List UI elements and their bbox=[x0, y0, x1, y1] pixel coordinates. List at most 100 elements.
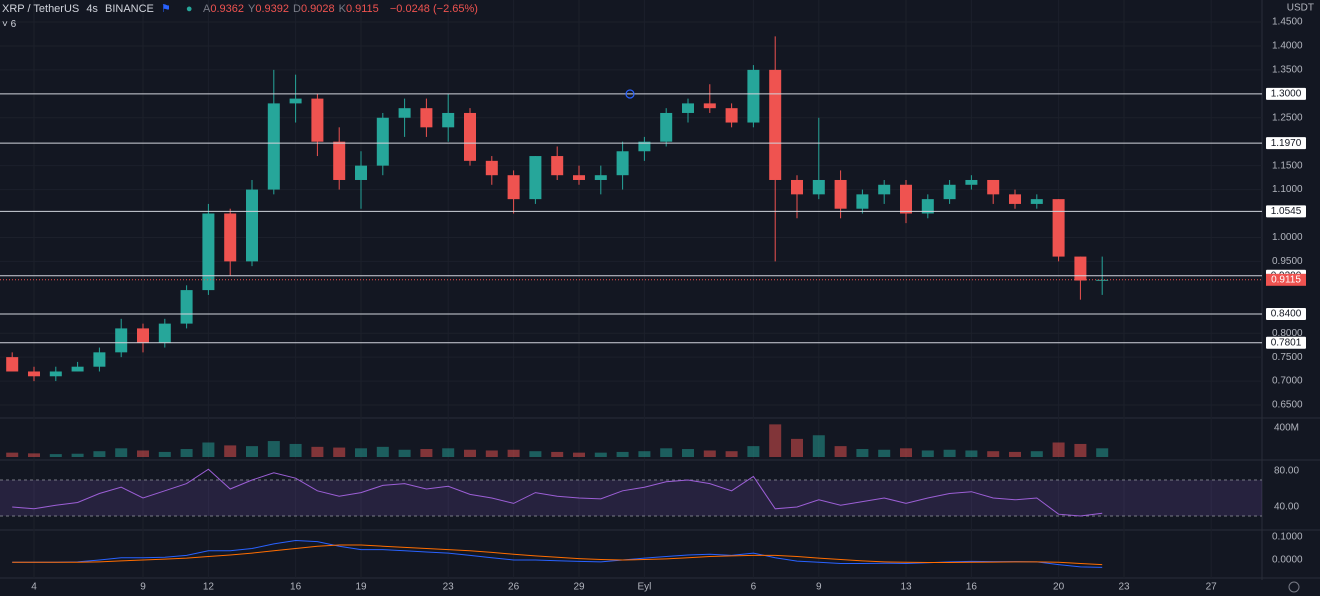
date-label: 26 bbox=[508, 582, 520, 593]
volume-bar bbox=[333, 447, 346, 457]
rsi-line bbox=[12, 468, 1103, 517]
volume-bar bbox=[202, 442, 215, 457]
volume-bar bbox=[987, 451, 1000, 457]
volume-bar bbox=[943, 449, 956, 457]
level-label-bg bbox=[1266, 336, 1306, 349]
volume-bar bbox=[71, 453, 84, 457]
settings-icon[interactable] bbox=[1288, 581, 1300, 593]
volume-bar bbox=[224, 445, 237, 457]
candle-body bbox=[529, 156, 542, 200]
price-tick-label: 0.8000 bbox=[1272, 328, 1303, 339]
signal-line bbox=[12, 544, 1103, 566]
price-tick-label: 0.7500 bbox=[1272, 352, 1303, 363]
candle-body bbox=[267, 103, 280, 190]
volume-bar bbox=[420, 449, 433, 457]
indicators[interactable]: ˅ 6 bbox=[2, 19, 17, 30]
volume-bar bbox=[398, 449, 411, 457]
candle-body bbox=[856, 194, 869, 209]
price-tick-label: 1.0000 bbox=[1272, 232, 1303, 243]
candle-body bbox=[965, 179, 978, 185]
volume-bar bbox=[791, 438, 803, 457]
header: XRP / TetherUS 4s BINANCE ⚑ ● A0.9362 Y0.… bbox=[2, 2, 482, 30]
volume-tick-label: 400M bbox=[1274, 423, 1299, 434]
ohlc-value: 0.9115 bbox=[345, 3, 379, 15]
candle-body bbox=[638, 141, 651, 152]
candle-body bbox=[246, 189, 258, 262]
symbol[interactable]: XRP / TetherUS bbox=[2, 3, 80, 15]
volume-bar bbox=[878, 449, 891, 457]
volume-bar bbox=[1030, 451, 1043, 457]
candle-body bbox=[28, 371, 40, 377]
date-label: 16 bbox=[290, 582, 302, 593]
volume-bar bbox=[158, 451, 171, 457]
price-tick-label: 0.9500 bbox=[1272, 256, 1303, 267]
volume-bar bbox=[93, 451, 106, 457]
candle-body bbox=[158, 323, 171, 343]
candle-body bbox=[289, 98, 302, 104]
price-tick-label: 1.2500 bbox=[1272, 112, 1303, 123]
date-label: 29 bbox=[573, 582, 585, 593]
date-label: 13 bbox=[900, 582, 912, 593]
price-tick-label: 1.1500 bbox=[1272, 160, 1303, 171]
rsi-tick-label: 40.00 bbox=[1274, 502, 1299, 513]
volume-bar bbox=[442, 448, 455, 457]
candle-body bbox=[725, 108, 738, 123]
unit-label: USDT bbox=[1287, 3, 1314, 14]
price-tick-label: 1.4000 bbox=[1272, 41, 1303, 52]
level-label-bg bbox=[1266, 308, 1306, 321]
ohlc-value: 0.9362 bbox=[210, 3, 245, 15]
volume-bar bbox=[638, 451, 651, 457]
price-tick-label: 1.4500 bbox=[1272, 17, 1303, 28]
candle-body bbox=[551, 156, 564, 176]
ohlc-label: A bbox=[203, 3, 211, 15]
volume-bar bbox=[28, 453, 40, 457]
date-label: 19 bbox=[355, 582, 367, 593]
candle-body bbox=[943, 184, 956, 200]
candle-body bbox=[333, 141, 346, 180]
candle-body bbox=[769, 69, 782, 180]
candle-body bbox=[987, 179, 1000, 195]
volume-bar bbox=[834, 446, 847, 457]
volume-bar bbox=[507, 449, 520, 457]
volume-bar bbox=[180, 449, 193, 457]
level-label-bg bbox=[1266, 205, 1306, 218]
price-tick-label: 0.6500 bbox=[1272, 400, 1303, 411]
candle-body bbox=[376, 117, 389, 166]
candle-body bbox=[137, 328, 149, 343]
last-price-bg bbox=[1266, 273, 1306, 286]
candle-body bbox=[71, 366, 84, 372]
candle-body bbox=[311, 98, 324, 142]
drawing-anchor bbox=[625, 89, 635, 99]
candle-body bbox=[900, 184, 912, 214]
candle-body bbox=[878, 184, 891, 195]
candle-body bbox=[1074, 256, 1087, 281]
candle-body bbox=[747, 69, 760, 123]
candle-body bbox=[442, 112, 455, 128]
date-label: 6 bbox=[751, 582, 757, 593]
volume-bar bbox=[660, 448, 673, 457]
candle-body bbox=[180, 290, 193, 324]
volume-bar bbox=[812, 435, 825, 457]
exchange: BINANCE bbox=[105, 3, 154, 15]
volume-bar bbox=[1052, 442, 1065, 457]
ohlc: A0.9362 Y0.9392 D0.9028 K0.9115 bbox=[203, 3, 383, 15]
volume-bar bbox=[485, 450, 498, 457]
candle-body bbox=[616, 151, 629, 176]
candle-body bbox=[398, 108, 411, 118]
volume-bar bbox=[573, 452, 585, 457]
candle-body bbox=[355, 165, 367, 180]
volume-bar bbox=[1096, 448, 1109, 457]
candle-body bbox=[791, 179, 803, 195]
date-label: 20 bbox=[1053, 582, 1065, 593]
volume-bar bbox=[703, 450, 716, 457]
candle-body bbox=[1096, 279, 1109, 281]
volume-bar bbox=[355, 448, 367, 457]
interval[interactable]: 4s bbox=[86, 3, 98, 15]
candle-body bbox=[703, 103, 716, 109]
date-label: 23 bbox=[443, 582, 455, 593]
level-label: 0.8400 bbox=[1271, 309, 1302, 320]
volume-bar bbox=[769, 424, 782, 457]
flag[interactable]: ⚑ bbox=[160, 3, 171, 15]
candle-body bbox=[812, 179, 825, 195]
